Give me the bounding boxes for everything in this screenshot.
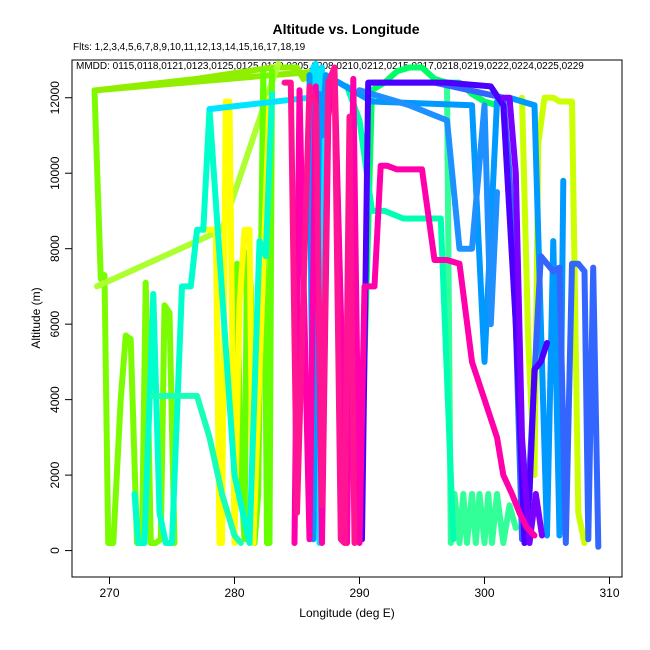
y-tick-label: 2000 — [48, 461, 62, 488]
x-tick-label: 300 — [474, 586, 494, 600]
series-line-18 — [291, 68, 538, 546]
x-tick-label: 290 — [349, 586, 369, 600]
x-tick-label: 270 — [99, 586, 119, 600]
x-tick-label: 280 — [224, 586, 244, 600]
y-tick-label: 8000 — [48, 235, 62, 262]
series-line-10 — [444, 79, 519, 546]
y-axis-label: Altitude (m) — [29, 287, 43, 348]
plot-frame — [71, 59, 623, 578]
y-tick-label: 6000 — [48, 310, 62, 337]
y-tick-label: 4000 — [48, 386, 62, 413]
series-line-16 — [359, 79, 550, 546]
x-axis-label: Longitude (deg E) — [299, 606, 394, 620]
flights-subtitle: Flts: 1,2,3,4,5,6,7,8,9,10,11,12,13,14,1… — [73, 42, 306, 53]
mmdd-legend: MMDD: 0115,0118,0121,0123,0125,0125,0130… — [76, 61, 584, 72]
series-layer — [91, 60, 602, 550]
series-line-6 — [131, 91, 275, 546]
series-line-11 — [344, 83, 457, 543]
series-line-7 — [150, 392, 244, 546]
series-line-13 — [306, 72, 567, 543]
x-tick-label: 310 — [599, 586, 619, 600]
y-tick-label: 10000 — [48, 156, 62, 190]
series-line-2 — [94, 64, 325, 94]
y-tick-label: 12000 — [48, 81, 62, 115]
series-line-19 — [281, 64, 358, 546]
series-line-17 — [500, 94, 545, 546]
series-line-14 — [356, 87, 500, 328]
y-tick-label: 0 — [48, 547, 62, 554]
chart-title: Altitude vs. Longitude — [273, 21, 420, 37]
axis-layer: 270 280 290 300 310 0 2000 4000 6000 8000 10000 120… — [48, 81, 620, 600]
